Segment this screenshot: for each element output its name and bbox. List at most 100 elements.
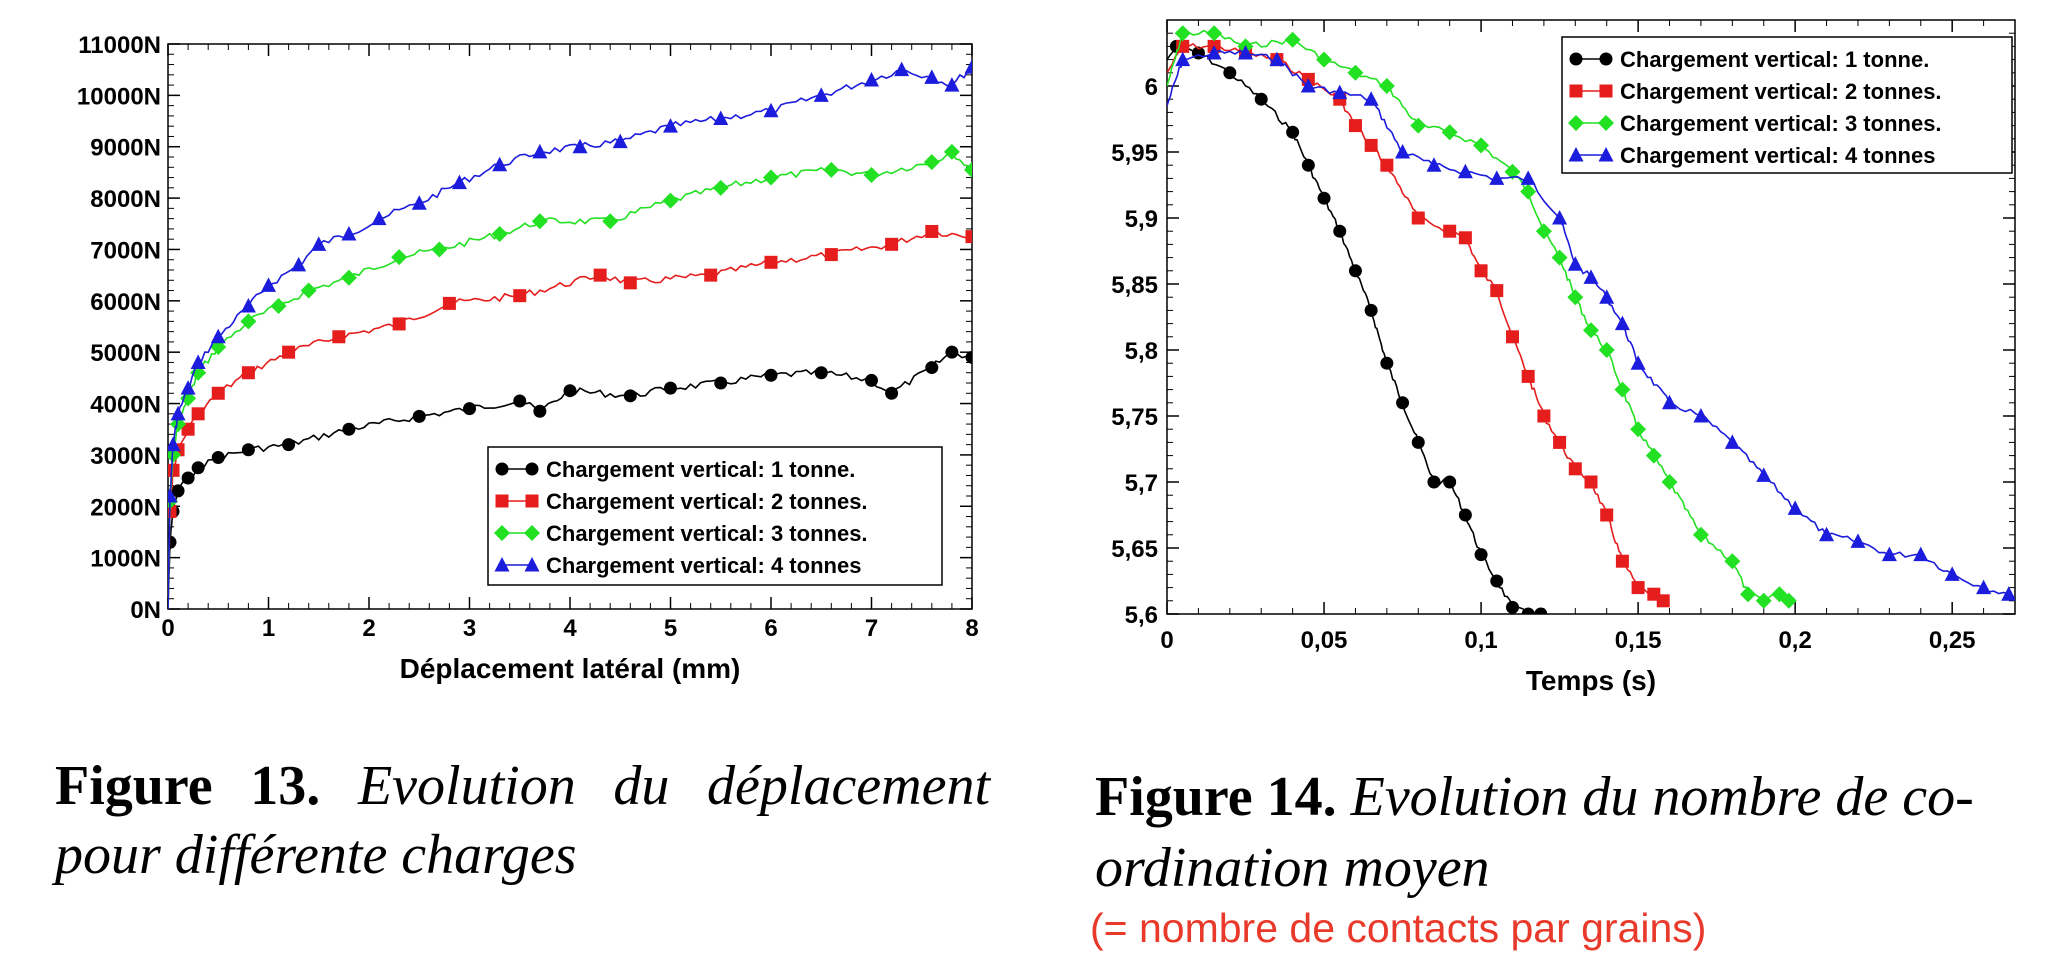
x-tick-label: 1 bbox=[262, 615, 275, 642]
data-point bbox=[1364, 138, 1378, 152]
data-point bbox=[412, 409, 426, 423]
legend-marker bbox=[1598, 147, 1614, 162]
data-point bbox=[171, 484, 185, 498]
data-point bbox=[342, 422, 356, 436]
data-point bbox=[168, 436, 181, 452]
y-tick-label: 7000N bbox=[90, 237, 161, 264]
data-point bbox=[1630, 355, 1646, 370]
data-point bbox=[1583, 322, 1599, 339]
data-point bbox=[965, 350, 972, 364]
data-point bbox=[1881, 546, 1897, 562]
x-tick-label: 0,2 bbox=[1778, 627, 1811, 654]
data-point bbox=[1457, 163, 1473, 179]
data-point bbox=[894, 61, 910, 77]
y-tick-label: 4000N bbox=[90, 392, 161, 419]
data-point bbox=[300, 282, 317, 299]
x-tick-label: 0,15 bbox=[1615, 627, 1662, 654]
data-point bbox=[491, 226, 508, 243]
data-point bbox=[391, 249, 408, 266]
x-tick-label: 5 bbox=[664, 615, 677, 642]
y-tick-label: 5,65 bbox=[1111, 536, 1158, 563]
data-point bbox=[1206, 25, 1223, 42]
legend-label: Chargement vertical: 4 tonnes bbox=[1620, 143, 1935, 168]
data-point bbox=[1615, 554, 1629, 568]
data-point bbox=[1441, 124, 1458, 141]
legend-marker bbox=[525, 462, 539, 476]
data-point bbox=[1489, 170, 1505, 185]
data-point bbox=[1537, 409, 1551, 423]
data-point bbox=[1505, 600, 1519, 614]
data-point bbox=[1317, 191, 1331, 205]
y-tick-label: 11000N bbox=[78, 32, 161, 59]
data-point bbox=[1380, 356, 1394, 370]
data-point bbox=[945, 345, 959, 359]
data-point bbox=[392, 317, 406, 331]
legend-marker bbox=[495, 494, 509, 508]
data-point bbox=[1521, 607, 1535, 614]
legend-marker bbox=[525, 494, 539, 508]
y-tick-label: 9000N bbox=[90, 135, 161, 162]
legend-label: Chargement vertical: 2 tonnes. bbox=[1620, 79, 1942, 104]
data-point bbox=[168, 488, 178, 503]
series-line bbox=[168, 230, 972, 609]
data-point bbox=[1284, 31, 1301, 48]
data-point bbox=[1819, 526, 1835, 542]
data-point bbox=[1755, 592, 1772, 609]
data-point bbox=[1396, 396, 1410, 410]
figure-14-text: Evolution du nombre de co-ordination moy… bbox=[1095, 766, 1974, 899]
data-point bbox=[1520, 183, 1537, 200]
legend-label: Chargement vertical: 1 tonne. bbox=[546, 457, 855, 482]
x-tick-label: 0 bbox=[1160, 627, 1173, 654]
data-point bbox=[168, 504, 177, 518]
data-point bbox=[1474, 548, 1488, 562]
data-point bbox=[1944, 566, 1960, 581]
data-point bbox=[241, 366, 255, 380]
data-point bbox=[340, 269, 357, 286]
data-point bbox=[533, 404, 547, 418]
data-point bbox=[1411, 435, 1425, 449]
y-tick-label: 6 bbox=[1145, 74, 1158, 101]
data-point bbox=[1614, 315, 1630, 331]
x-axis-label: Déplacement latéral (mm) bbox=[400, 653, 741, 684]
data-point bbox=[1599, 289, 1615, 304]
data-point bbox=[964, 161, 972, 178]
data-point bbox=[1175, 51, 1191, 67]
data-point bbox=[1520, 170, 1536, 185]
data-point bbox=[763, 102, 779, 118]
y-tick-label: 0N bbox=[130, 597, 161, 624]
data-point bbox=[170, 405, 186, 421]
series-2 bbox=[168, 224, 972, 609]
data-point bbox=[1534, 607, 1548, 614]
data-point bbox=[1693, 408, 1709, 423]
data-point bbox=[291, 256, 307, 272]
data-point bbox=[532, 143, 548, 159]
data-point bbox=[713, 110, 729, 125]
data-point bbox=[885, 386, 899, 400]
data-point bbox=[1378, 78, 1395, 94]
data-point bbox=[1333, 224, 1347, 238]
data-point bbox=[864, 71, 879, 87]
chart-2: 0 0,05 0,1 0,15 0,2 0,25 5,6 5,65 5,7 5,75 5,8 5,85… bbox=[1111, 19, 2016, 696]
data-point bbox=[282, 438, 296, 452]
data-point bbox=[764, 255, 778, 269]
data-point bbox=[211, 386, 225, 400]
data-point bbox=[623, 389, 637, 403]
data-point bbox=[1223, 66, 1237, 80]
data-point bbox=[1645, 447, 1662, 464]
data-point bbox=[282, 345, 296, 359]
data-point bbox=[1301, 158, 1315, 172]
data-point bbox=[1443, 224, 1457, 238]
legend-marker bbox=[1569, 52, 1583, 66]
data-point bbox=[712, 179, 729, 196]
data-point bbox=[763, 169, 779, 186]
data-point bbox=[1656, 594, 1670, 608]
data-point bbox=[1600, 508, 1614, 522]
y-tick-label: 3000N bbox=[90, 443, 161, 470]
data-point bbox=[1348, 264, 1362, 278]
data-point bbox=[180, 380, 196, 395]
figure-13-text: Evolution du déplacement pour différente… bbox=[55, 755, 991, 886]
legend-marker bbox=[524, 557, 540, 572]
data-point bbox=[923, 154, 940, 171]
data-point bbox=[1316, 51, 1333, 68]
